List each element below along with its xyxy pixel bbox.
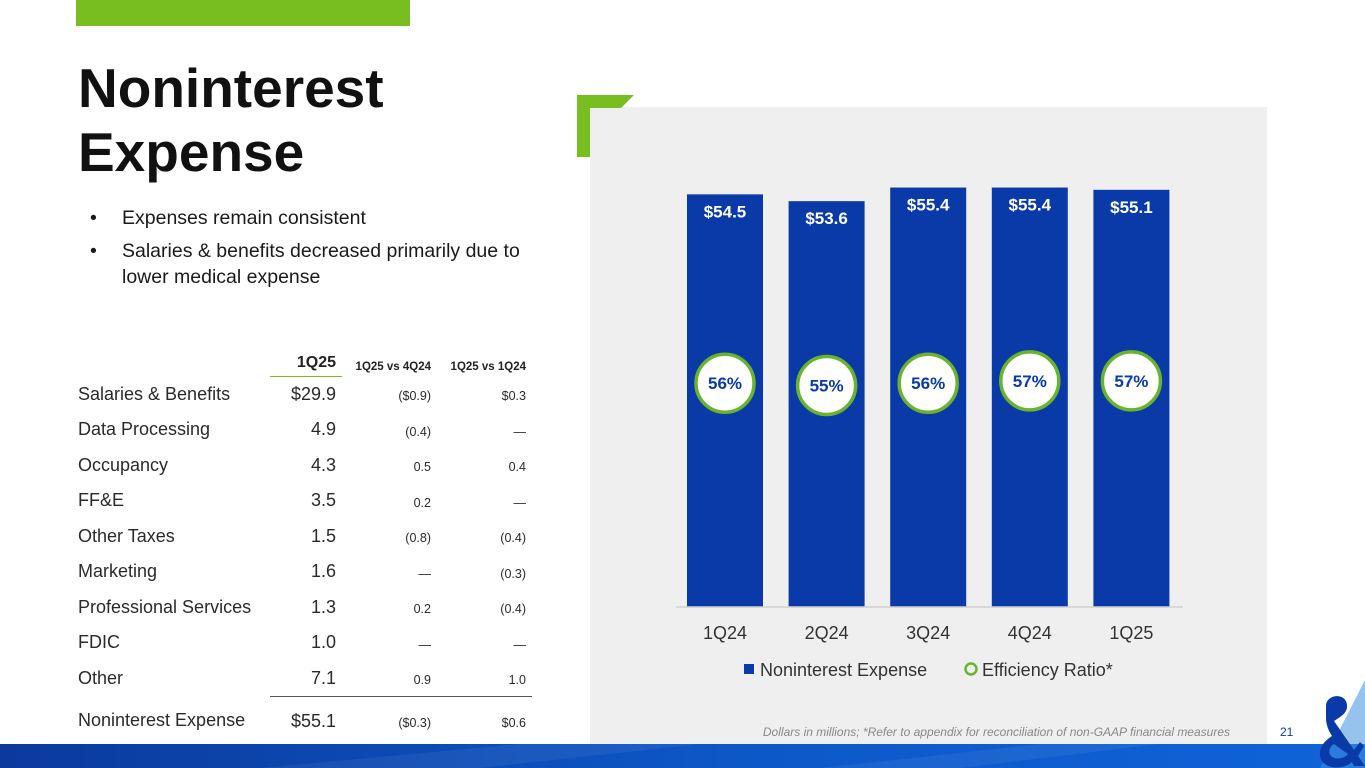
row-label: Salaries & Benefits (78, 383, 231, 404)
row-label: Occupancy (78, 454, 169, 475)
row-label: Data Processing (78, 419, 211, 440)
table-row: Marketing 1.6 — (0.3) (72, 554, 532, 590)
table-header-vs-quarter: 1Q25 vs 4Q24 (355, 360, 431, 373)
table-header-vs-year: 1Q25 vs 1Q24 (450, 360, 526, 373)
legend-noninterest-expense: Noninterest Expense (760, 660, 927, 680)
row-vs-year: (0.3) (500, 566, 526, 581)
bar-value-label: $53.6 (805, 209, 848, 228)
table-row: FDIC 1.0 — — (72, 625, 532, 661)
efficiency-ratio-label: 56% (708, 374, 742, 393)
x-axis-tick-label: 1Q25 (1109, 623, 1153, 643)
bar-value-label: $55.4 (1009, 196, 1052, 215)
efficiency-ratio-label: 57% (1114, 372, 1148, 391)
row-vs-year: 1.0 (437, 660, 532, 697)
efficiency-ratio-marker (795, 354, 858, 417)
row-vs-quarter: 0.9 (342, 660, 437, 697)
row-label: Professional Services (78, 596, 252, 617)
row-label: FDIC (78, 632, 120, 653)
row-current: 4.9 (310, 419, 336, 440)
row-vs-year: $0.3 (501, 389, 526, 404)
legend-efficiency-ratio: Efficiency Ratio* (982, 660, 1113, 680)
bullet-item: • Salaries & benefits decreased primarily… (90, 238, 550, 290)
row-current: 1.6 (310, 561, 336, 582)
row-current: 3.5 (310, 490, 336, 511)
expense-table: 1Q25 1Q25 vs 4Q24 1Q25 vs 1Q24 Salaries … (72, 342, 532, 745)
table-header-row: 1Q25 1Q25 vs 4Q24 1Q25 vs 1Q24 (72, 342, 532, 377)
row-vs-year: — (513, 424, 527, 439)
page-number: 21 (1280, 725, 1294, 739)
row-current: $29.9 (290, 384, 336, 404)
row-current: 4.3 (310, 454, 336, 475)
row-vs-quarter: 0.5 (413, 460, 431, 475)
efficiency-ratio-marker (1100, 350, 1163, 412)
efficiency-ratio-label: 56% (911, 374, 945, 393)
row-current: 7.1 (270, 660, 342, 697)
row-vs-quarter: — (418, 566, 432, 581)
row-vs-year: (0.4) (500, 602, 526, 617)
table-row: Other Taxes 1.5 (0.8) (0.4) (72, 519, 532, 555)
footnote: Dollars in millions; *Refer to appendix … (762, 725, 1230, 739)
x-axis-tick-label: 1Q24 (703, 623, 747, 643)
chart-corner-accent (577, 95, 634, 157)
row-vs-quarter: (0.8) (405, 531, 431, 546)
table-row: Other 7.1 0.9 1.0 (72, 660, 532, 697)
row-vs-quarter: — (418, 637, 432, 652)
x-axis-tick-label: 4Q24 (1008, 623, 1052, 643)
x-axis-tick-label: 3Q24 (906, 623, 950, 643)
efficiency-ratio-label: 57% (1013, 372, 1047, 391)
ampersand-logo-icon (1319, 680, 1365, 768)
table-total-row: Noninterest Expense $55.1 ($0.3) $0.6 (72, 697, 532, 746)
legend-ratio-ring-icon (964, 662, 978, 676)
bullet-text: Salaries & benefits decreased primarily … (122, 240, 520, 288)
legend-bar-swatch-icon (744, 664, 754, 674)
row-label: Other Taxes (78, 525, 175, 546)
x-axis-tick-label: 2Q24 (805, 623, 849, 643)
bar-value-label: $54.5 (704, 202, 747, 221)
row-label: FF&E (78, 490, 125, 511)
efficiency-ratio-marker (999, 350, 1061, 412)
bullet-dot-icon: • (90, 240, 97, 262)
efficiency-ratio-marker (897, 352, 959, 414)
table-row: FF&E 3.5 0.2 — (72, 483, 532, 519)
bullet-item: • Expenses remain consistent (90, 205, 550, 231)
efficiency-ratio-marker (694, 352, 756, 414)
total-current: $55.1 (290, 710, 336, 731)
bar-value-label: $55.1 (1110, 198, 1153, 217)
row-vs-quarter: 0.2 (413, 602, 431, 617)
row-current: 1.5 (310, 525, 336, 546)
bar-value-label: $55.4 (907, 196, 950, 215)
row-vs-year: — (513, 495, 527, 510)
bullet-text: Expenses remain consistent (122, 207, 366, 229)
row-current: 1.3 (310, 596, 336, 617)
row-vs-year: 0.4 (508, 460, 526, 475)
row-vs-quarter: ($0.9) (398, 389, 431, 404)
row-label: Marketing (78, 561, 158, 582)
table-row: Occupancy 4.3 0.5 0.4 (72, 448, 532, 484)
table-row: Data Processing 4.9 (0.4) — (72, 412, 532, 448)
page-title: Noninterest Expense (78, 57, 384, 183)
row-label: Other (78, 668, 124, 688)
total-label: Noninterest Expense (78, 710, 246, 731)
total-vs-year: $0.6 (501, 716, 526, 730)
table-row: Professional Services 1.3 0.2 (0.4) (72, 590, 532, 626)
top-accent-bar (76, 0, 410, 26)
bullet-dot-icon: • (90, 207, 97, 229)
row-vs-quarter: (0.4) (405, 424, 431, 439)
bullet-list: • Expenses remain consistent • Salaries & … (90, 205, 550, 297)
row-vs-quarter: 0.2 (413, 495, 431, 510)
bottom-wave-band (0, 744, 1365, 768)
table-row: Salaries & Benefits $29.9 ($0.9) $0.3 (72, 377, 532, 413)
table-header-current: 1Q25 (270, 342, 342, 377)
efficiency-ratio-label: 55% (810, 377, 844, 396)
row-vs-year: (0.4) (500, 531, 526, 546)
row-current: 1.0 (310, 632, 336, 653)
row-vs-year: — (513, 637, 527, 652)
total-vs-quarter: ($0.3) (398, 716, 431, 730)
